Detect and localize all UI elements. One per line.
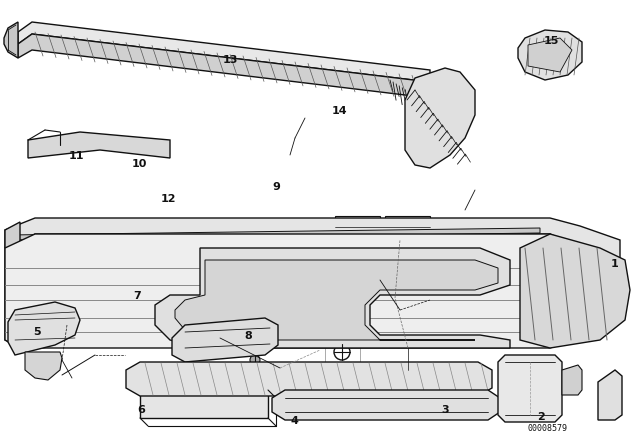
Polygon shape	[8, 228, 540, 240]
Polygon shape	[8, 302, 80, 355]
Text: 7: 7	[134, 291, 141, 301]
Text: 9: 9	[273, 182, 280, 192]
Bar	[140, 390, 268, 418]
Polygon shape	[5, 222, 20, 348]
Text: 11: 11	[69, 151, 84, 161]
Text: 8: 8	[244, 331, 252, 341]
Text: 15: 15	[544, 36, 559, 46]
Polygon shape	[598, 370, 622, 420]
Text: 1: 1	[611, 259, 618, 269]
Polygon shape	[175, 260, 498, 340]
Polygon shape	[562, 365, 582, 395]
Text: 14: 14	[332, 106, 347, 116]
Bar	[325, 340, 360, 365]
Polygon shape	[126, 362, 492, 396]
Polygon shape	[498, 355, 562, 422]
Ellipse shape	[38, 320, 62, 340]
Text: 6: 6	[137, 405, 145, 415]
Polygon shape	[528, 38, 572, 72]
Polygon shape	[405, 68, 475, 168]
Text: 10: 10	[132, 159, 147, 169]
Polygon shape	[5, 234, 620, 348]
Polygon shape	[18, 34, 430, 98]
Text: 3: 3	[441, 405, 449, 415]
Polygon shape	[520, 234, 630, 348]
Text: 00008579: 00008579	[528, 424, 568, 433]
Text: 2: 2	[537, 412, 545, 422]
Bar	[385, 216, 430, 238]
Polygon shape	[18, 22, 430, 82]
Polygon shape	[28, 132, 170, 158]
Polygon shape	[172, 318, 278, 362]
Text: 13: 13	[223, 55, 238, 65]
Bar	[335, 216, 380, 238]
Text: 5: 5	[33, 327, 41, 336]
Polygon shape	[272, 390, 500, 420]
Polygon shape	[4, 22, 18, 58]
Polygon shape	[518, 30, 582, 80]
Text: 12: 12	[161, 194, 176, 204]
Ellipse shape	[307, 273, 363, 317]
Ellipse shape	[250, 355, 260, 365]
Ellipse shape	[317, 281, 353, 309]
Polygon shape	[5, 218, 620, 258]
Polygon shape	[155, 248, 510, 348]
Polygon shape	[25, 352, 62, 380]
Text: 4: 4	[291, 416, 298, 426]
